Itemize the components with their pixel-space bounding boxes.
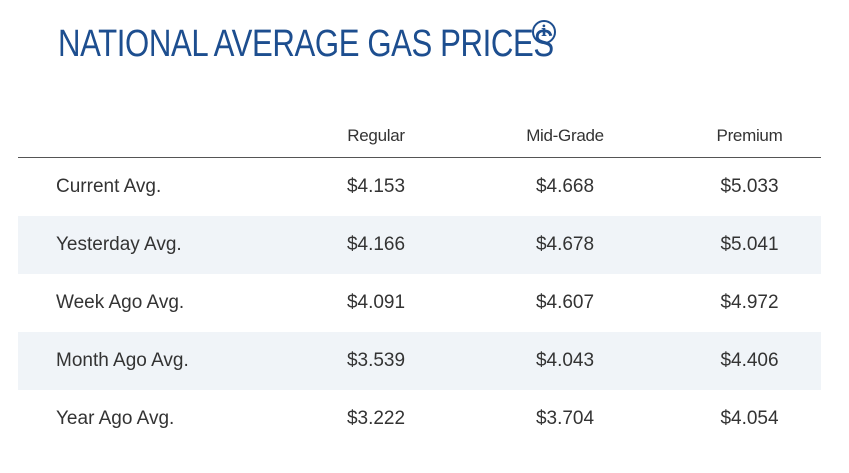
page-title: NATIONAL AVERAGE GAS PRICES	[58, 23, 554, 65]
row-label: Month Ago Avg.	[56, 350, 189, 371]
column-header-regular: Regular	[347, 126, 405, 145]
premium-price: $5.033	[720, 176, 779, 197]
row-label: Current Avg.	[56, 176, 162, 197]
premium-price: $5.041	[720, 234, 779, 255]
premium-price: $4.972	[720, 292, 779, 313]
regular-price: $4.166	[346, 234, 406, 255]
row-label: Week Ago Avg.	[56, 292, 185, 313]
title-area: NATIONAL AVERAGE GAS PRICES i	[58, 18, 638, 70]
mid-grade-price: $3.704	[535, 408, 595, 429]
table-row: Year Ago Avg. $3.222 $3.704 $4.054	[18, 390, 821, 448]
mid-grade-price: $4.043	[535, 350, 595, 371]
row-label: Yesterday Avg.	[56, 234, 182, 255]
regular-price: $3.539	[346, 350, 406, 371]
info-icon[interactable]: i	[532, 20, 556, 44]
gas-prices-table: Regular Mid-Grade Premium Current Avg. $…	[18, 113, 821, 448]
table-header: Regular Mid-Grade Premium	[18, 113, 821, 158]
table-row: Yesterday Avg. $4.166 $4.678 $5.041	[18, 216, 821, 274]
premium-price: $4.406	[720, 350, 779, 371]
mid-grade-price: $4.607	[535, 292, 595, 313]
row-label: Year Ago Avg.	[56, 408, 175, 429]
premium-price: $4.054	[720, 408, 779, 429]
regular-price: $4.153	[346, 176, 406, 197]
column-header-premium: Premium	[716, 126, 783, 145]
table-row: Month Ago Avg. $3.539 $4.043 $4.406	[18, 332, 821, 390]
column-header-mid-grade: Mid-Grade	[526, 126, 604, 145]
mid-grade-price: $4.668	[535, 176, 595, 197]
table-row: Current Avg. $4.153 $4.668 $5.033	[18, 158, 821, 216]
regular-price: $3.222	[346, 408, 406, 429]
regular-price: $4.091	[346, 292, 406, 313]
mid-grade-price: $4.678	[535, 234, 595, 255]
table-row: Week Ago Avg. $4.091 $4.607 $4.972	[18, 274, 821, 332]
